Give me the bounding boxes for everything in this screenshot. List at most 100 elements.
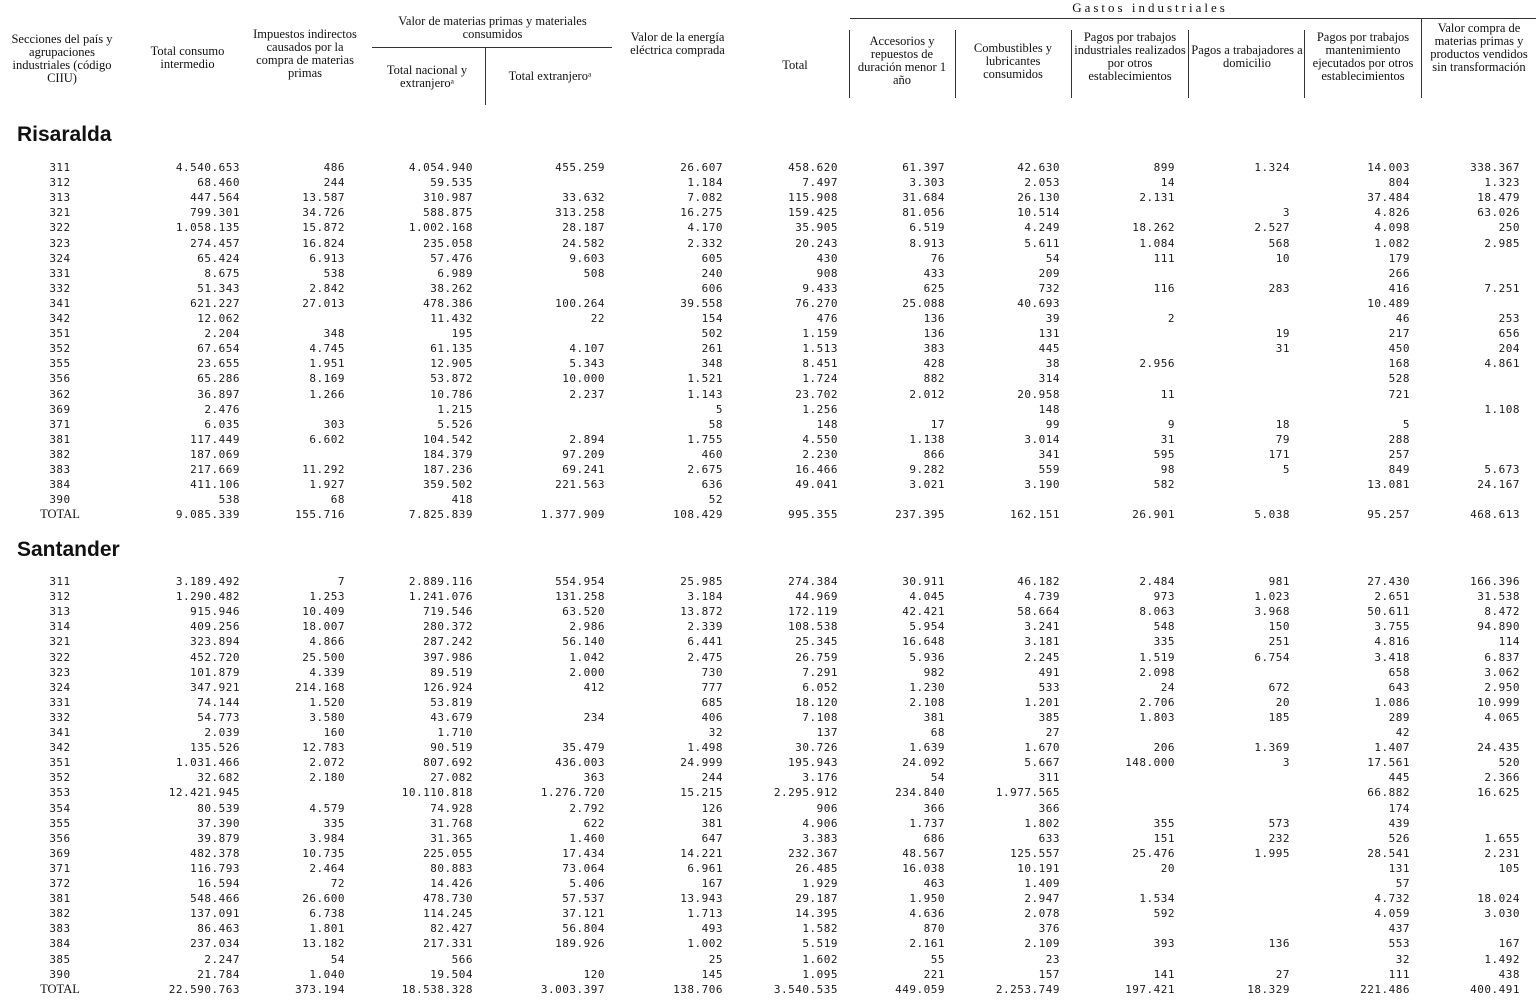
cell-pagos-industriales: 148.000 — [1125, 756, 1175, 770]
cell-accesorios: 5.954 — [909, 620, 945, 634]
cell-accesorios: 882 — [923, 372, 945, 386]
cell-combustibles: 2.078 — [1024, 907, 1060, 921]
cell-total-gastos: 30.726 — [795, 741, 838, 755]
cell-total-gastos: 458.620 — [788, 161, 838, 174]
cell-pagos-domicilio: 27 — [1275, 967, 1290, 981]
cell-total-nacional: 89.519 — [430, 665, 473, 679]
cell-impuestos: 54 — [330, 952, 345, 966]
cell-total-consumo: 37.390 — [197, 816, 240, 830]
cell-combustibles: 1.409 — [1024, 877, 1060, 890]
cell-pagos-mantenimiento: 4.098 — [1374, 221, 1410, 235]
cell-total-nacional: 59.535 — [430, 176, 473, 190]
cell-impuestos: 2.072 — [309, 756, 345, 770]
cell-pagos-industriales: 899 — [1153, 161, 1175, 174]
cell-combustibles: 311 — [1038, 771, 1060, 785]
cell-total-extranjero: 37.121 — [562, 907, 605, 921]
cell-total-gastos — [728, 492, 838, 507]
cell-pagos-industriales — [1065, 205, 1175, 220]
cell-total-extranjero: 363 — [583, 771, 605, 785]
cell-total-gastos: 1.513 — [802, 342, 838, 356]
cell-energia: 138.706 — [673, 982, 723, 996]
gastos-industriales-title: Gastos industriales — [1072, 0, 1228, 15]
cell-pagos-domicilio — [1180, 402, 1290, 417]
cell-accesorios: 234.840 — [895, 786, 945, 800]
cell-total-consumo: 237.034 — [190, 937, 240, 951]
cell-pagos-domicilio: 20 — [1275, 695, 1290, 709]
cell-total-consumo: 1.290.482 — [175, 590, 240, 604]
cell-pagos-domicilio: 18 — [1275, 417, 1290, 431]
cell-accesorios: 366 — [923, 801, 945, 815]
cell-combustibles: 162.151 — [1010, 508, 1060, 522]
cell-pagos-industriales: 197.421 — [1125, 982, 1175, 996]
cell-pagos-industriales: 2.956 — [1139, 357, 1175, 371]
cell-impuestos: 6.602 — [309, 432, 345, 446]
cell-impuestos: 13.182 — [302, 937, 345, 951]
header-sections: Secciones del país y agrupaciones indust… — [11, 32, 113, 85]
cell-energia: 685 — [701, 695, 723, 709]
cell-valor-compra: 2.366 — [1484, 771, 1520, 785]
cell-impuestos: 303 — [323, 417, 345, 431]
ciiu-code: 371 — [49, 861, 71, 875]
cell-total-extranjero: 2.000 — [569, 665, 605, 679]
cell-total-extranjero: 69.241 — [562, 463, 605, 476]
cell-total-consumo: 2.247 — [204, 952, 240, 966]
cell-energia: 126 — [701, 801, 723, 815]
cell-total-gastos: 115.908 — [788, 191, 838, 205]
cell-energia: 730 — [701, 665, 723, 679]
cell-pagos-mantenimiento: 17.561 — [1367, 756, 1410, 770]
cell-combustibles: 3.181 — [1024, 635, 1060, 649]
cell-combustibles: 131 — [1038, 327, 1060, 341]
ciiu-code: 321 — [49, 635, 71, 649]
cell-valor-compra — [1410, 251, 1520, 266]
ciiu-code: 332 — [49, 710, 71, 724]
cell-impuestos: 160 — [323, 726, 345, 739]
cell-total-gastos: 2.295.912 — [773, 786, 838, 800]
cell-combustibles: 3.241 — [1024, 620, 1060, 634]
ciiu-code: 323 — [49, 236, 71, 250]
cell-pagos-domicilio — [1180, 492, 1290, 507]
cell-impuestos: 4.339 — [309, 665, 345, 679]
cell-total-nacional: 31.365 — [430, 831, 473, 845]
cell-total-consumo: 347.921 — [190, 680, 240, 694]
cell-valor-compra: 114 — [1498, 635, 1520, 649]
cell-combustibles: 23 — [1045, 952, 1060, 966]
cell-combustibles: 58.664 — [1017, 605, 1060, 619]
cell-accesorios: 25.088 — [902, 296, 945, 310]
cell-pagos-domicilio: 6.754 — [1254, 650, 1290, 664]
ciiu-code: 312 — [49, 176, 71, 190]
cell-total-gastos: 8.451 — [802, 357, 838, 371]
gastos-underline — [850, 18, 1536, 19]
cell-combustibles: 341 — [1038, 447, 1060, 461]
cell-total-gastos: 195.943 — [788, 756, 838, 770]
cell-combustibles: 445 — [1038, 342, 1060, 356]
ciiu-code: 331 — [49, 266, 71, 280]
header-impuestos: Impuestos indirectos causados por la com… — [253, 27, 357, 80]
gastos-divider-6 — [1421, 18, 1422, 98]
cell-total-extranjero: 234 — [583, 710, 605, 724]
cell-valor-compra: 338.367 — [1470, 161, 1520, 174]
cell-total-extranjero: 97.209 — [562, 447, 605, 461]
ciiu-code: 341 — [49, 726, 71, 739]
ciiu-code: 385 — [49, 952, 71, 966]
cell-total-extranjero: 1.377.909 — [540, 508, 605, 522]
cell-total-nacional: 31.768 — [430, 816, 473, 830]
cell-energia: 13.943 — [680, 892, 723, 906]
cell-accesorios: 449.059 — [895, 982, 945, 996]
cell-total-extranjero — [495, 402, 605, 417]
cell-energia: 1.184 — [687, 176, 723, 190]
cell-total-consumo: 12.062 — [197, 312, 240, 325]
cell-accesorios: 381 — [923, 710, 945, 724]
cell-pagos-domicilio: 568 — [1268, 236, 1290, 250]
cell-accesorios: 1.639 — [909, 741, 945, 755]
cell-energia: 460 — [701, 447, 723, 461]
cell-total-extranjero: 455.259 — [555, 161, 605, 174]
cell-accesorios: 4.045 — [909, 590, 945, 604]
cell-energia: 605 — [701, 251, 723, 265]
materias-underline — [372, 47, 612, 48]
cell-total-consumo: 799.301 — [190, 206, 240, 220]
cell-total-consumo: 23.655 — [197, 357, 240, 371]
cell-total-extranjero: 17.434 — [562, 846, 605, 860]
cell-pagos-industriales: 98 — [1160, 463, 1175, 476]
cell-pagos-domicilio: 1.369 — [1254, 741, 1290, 755]
cell-impuestos: 34.726 — [302, 206, 345, 220]
